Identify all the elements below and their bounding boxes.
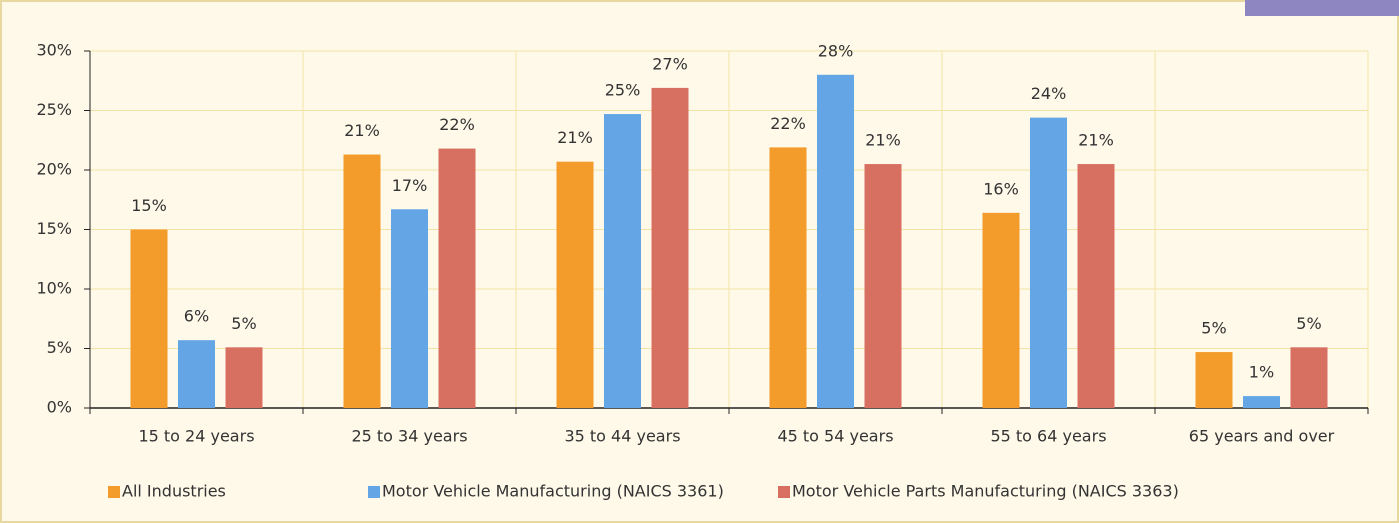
value-label: 22%: [770, 114, 806, 133]
value-label: 5%: [1296, 314, 1321, 333]
value-label: 28%: [818, 41, 854, 60]
value-label: 1%: [1249, 363, 1274, 382]
y-tick-label: 20%: [36, 160, 72, 179]
tab: [1245, 0, 1399, 16]
bar: [391, 209, 428, 408]
y-tick-label: 15%: [36, 219, 72, 238]
value-label: 21%: [557, 128, 593, 147]
x-tick-label: 25 to 34 years: [351, 427, 467, 446]
value-label: 21%: [865, 131, 901, 150]
bar: [1290, 347, 1328, 408]
value-label: 24%: [1031, 84, 1067, 103]
legend-label: All Industries: [122, 482, 226, 501]
y-tick-label: 25%: [36, 100, 72, 119]
bar: [1077, 164, 1115, 408]
legend-label: Motor Vehicle Manufacturing (NAICS 3361): [382, 482, 724, 501]
bar: [1030, 117, 1067, 408]
bar: [651, 87, 689, 408]
x-tick-label: 15 to 24 years: [138, 427, 254, 446]
bar: [1243, 396, 1280, 408]
bar: [225, 347, 263, 408]
bar: [178, 340, 215, 408]
x-tick-label: 45 to 54 years: [777, 427, 893, 446]
bar: [343, 154, 381, 408]
bar: [604, 114, 641, 408]
x-tick-label: 55 to 64 years: [990, 427, 1106, 446]
bar: [1195, 352, 1233, 408]
legend-swatch: [108, 486, 120, 498]
legend-swatch: [778, 486, 790, 498]
bar: [864, 164, 902, 408]
value-label: 27%: [652, 54, 688, 73]
legend-swatch: [368, 486, 380, 498]
value-label: 5%: [1201, 319, 1226, 338]
bar: [130, 229, 168, 408]
bar: [438, 148, 476, 408]
y-tick-label: 5%: [47, 338, 72, 357]
bar: [817, 74, 854, 409]
value-label: 15%: [131, 196, 167, 215]
y-tick-label: 10%: [36, 279, 72, 298]
value-label: 21%: [344, 121, 380, 140]
bar: [556, 161, 594, 408]
legend-label: Motor Vehicle Parts Manufacturing (NAICS…: [792, 482, 1179, 501]
value-label: 6%: [184, 307, 209, 326]
value-label: 21%: [1078, 131, 1114, 150]
y-tick-label: 0%: [47, 398, 72, 417]
x-tick-label: 65 years and over: [1189, 427, 1335, 446]
y-tick-label: 30%: [36, 41, 72, 60]
bar: [769, 147, 807, 408]
value-label: 22%: [439, 115, 475, 134]
value-label: 17%: [392, 176, 428, 195]
value-label: 16%: [983, 179, 1019, 198]
bar: [982, 212, 1020, 408]
value-label: 25%: [605, 81, 641, 100]
value-label: 5%: [231, 314, 256, 333]
x-tick-label: 35 to 44 years: [564, 427, 680, 446]
